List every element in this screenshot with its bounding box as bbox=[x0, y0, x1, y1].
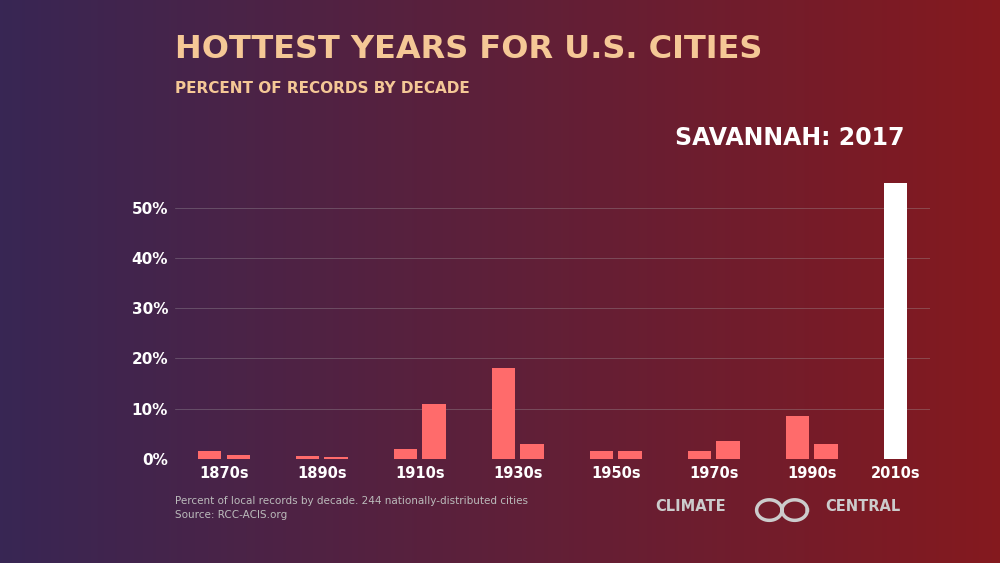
Bar bbox=[688, 452, 711, 459]
Text: CENTRAL: CENTRAL bbox=[825, 499, 900, 513]
Bar bbox=[394, 449, 417, 459]
Bar bbox=[786, 416, 809, 459]
Bar bbox=[422, 404, 446, 459]
Text: CLIMATE: CLIMATE bbox=[655, 499, 726, 513]
Text: HOTTEST YEARS FOR U.S. CITIES: HOTTEST YEARS FOR U.S. CITIES bbox=[175, 34, 762, 65]
Bar bbox=[618, 452, 642, 459]
Bar bbox=[590, 452, 613, 459]
Bar bbox=[198, 452, 221, 459]
Text: PERCENT OF RECORDS BY DECADE: PERCENT OF RECORDS BY DECADE bbox=[175, 81, 470, 96]
Bar bbox=[296, 457, 319, 459]
Bar bbox=[814, 444, 838, 459]
Bar bbox=[884, 183, 907, 459]
Text: SAVANNAH: 2017: SAVANNAH: 2017 bbox=[675, 127, 904, 150]
Bar bbox=[716, 441, 740, 459]
Bar bbox=[324, 457, 348, 459]
Text: Percent of local records by decade. 244 nationally-distributed cities: Percent of local records by decade. 244 … bbox=[175, 496, 528, 506]
Bar bbox=[492, 369, 515, 459]
Bar bbox=[227, 455, 250, 459]
Bar bbox=[520, 444, 544, 459]
Text: Source: RCC-ACIS.org: Source: RCC-ACIS.org bbox=[175, 510, 287, 520]
